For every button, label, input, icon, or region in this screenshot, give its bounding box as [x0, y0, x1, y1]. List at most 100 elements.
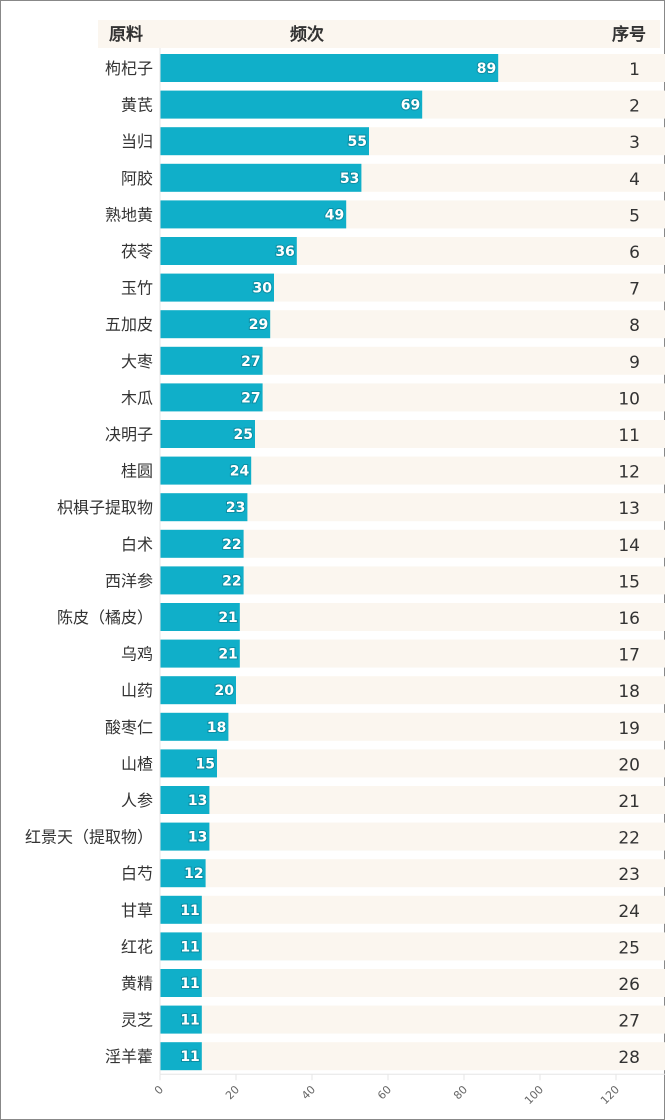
table-header	[98, 20, 660, 48]
rank-label: 7	[629, 280, 640, 300]
rank-label: 18	[618, 682, 640, 702]
data-label: 36	[275, 244, 294, 260]
bar	[160, 676, 236, 705]
row-background	[160, 1005, 665, 1034]
row-background	[160, 786, 665, 814]
row-background	[160, 859, 665, 888]
data-label: 11	[180, 1049, 199, 1065]
category-label: 桂圆	[121, 462, 153, 481]
rank-label: 15	[618, 572, 640, 592]
rank-label: 6	[629, 243, 640, 263]
row-background	[160, 603, 665, 631]
rank-label: 2	[629, 97, 640, 117]
rank-label: 9	[629, 353, 640, 373]
data-label: 21	[218, 610, 237, 626]
bar	[160, 54, 499, 82]
data-label: 49	[325, 207, 344, 223]
x-tick-label: 120	[598, 1083, 622, 1107]
rank-label: 3	[629, 133, 640, 153]
bar	[160, 859, 206, 888]
category-label: 陈皮（橘皮）	[57, 608, 153, 627]
data-label: 22	[222, 573, 241, 589]
x-tick-label: 100	[522, 1083, 546, 1107]
bar	[160, 346, 263, 375]
category-label: 枳椇子提取物	[57, 498, 153, 517]
rank-label: 5	[629, 206, 640, 226]
row-background	[160, 969, 665, 997]
row-background	[160, 529, 665, 558]
category-label: 甘草	[121, 901, 153, 920]
category-label: 阿胶	[121, 169, 153, 188]
data-label: 11	[180, 903, 199, 919]
data-label: 11	[180, 939, 199, 955]
category-label: 西洋参	[105, 571, 153, 590]
bar	[160, 932, 202, 961]
rank-label: 21	[618, 792, 640, 812]
category-label: 酸枣仁	[105, 718, 153, 737]
row-background	[160, 676, 665, 705]
row-background	[160, 1042, 665, 1071]
rank-label: 27	[618, 1012, 640, 1032]
header-material: 原料	[109, 25, 143, 45]
rank-label: 1	[629, 60, 640, 80]
data-label: 30	[253, 281, 273, 297]
data-label: 25	[234, 427, 253, 443]
x-tick-label: 40	[299, 1083, 318, 1102]
row-background	[160, 895, 665, 924]
data-label: 29	[249, 317, 268, 333]
bar	[160, 712, 229, 741]
rank-label: 13	[618, 499, 640, 519]
data-label: 23	[226, 500, 245, 516]
row-background	[160, 932, 665, 961]
data-label: 21	[218, 647, 237, 663]
rank-label: 23	[618, 865, 640, 885]
data-label: 11	[180, 1013, 199, 1029]
bar	[160, 822, 210, 851]
data-label: 27	[241, 354, 260, 370]
rank-label: 11	[618, 426, 640, 446]
data-label: 69	[401, 98, 420, 114]
rank-label: 17	[618, 646, 640, 666]
row-background	[160, 566, 665, 595]
category-label: 白术	[121, 535, 153, 554]
data-label: 89	[477, 61, 496, 77]
rank-label: 26	[618, 975, 640, 995]
bar	[160, 603, 240, 631]
category-label: 大枣	[121, 352, 153, 371]
rank-label: 20	[618, 755, 640, 775]
category-label: 乌鸡	[121, 645, 153, 664]
data-label: 22	[222, 537, 241, 553]
category-label: 木瓜	[121, 388, 153, 407]
data-label: 15	[196, 756, 215, 772]
category-label: 山楂	[121, 754, 153, 773]
bar	[160, 200, 347, 229]
category-label: 决明子	[105, 425, 153, 444]
category-label: 淫羊藿	[105, 1047, 153, 1066]
rank-label: 28	[618, 1048, 640, 1068]
header-index: 序号	[612, 25, 646, 45]
category-label: 山药	[121, 681, 153, 700]
x-tick-label: 80	[451, 1083, 470, 1102]
bar	[160, 786, 210, 814]
bar	[160, 1042, 202, 1071]
bar	[160, 127, 369, 156]
data-label: 27	[241, 390, 260, 406]
bar	[160, 566, 244, 595]
category-label: 黄芪	[121, 96, 153, 115]
data-label: 53	[340, 171, 359, 187]
category-label: 灵芝	[121, 1011, 153, 1030]
data-label: 18	[207, 720, 226, 736]
data-label: 24	[230, 464, 250, 480]
bar	[160, 969, 202, 997]
rank-label: 19	[618, 719, 640, 739]
x-tick-label: 0	[152, 1083, 166, 1097]
category-label: 玉竹	[121, 279, 153, 298]
category-label: 黄精	[121, 974, 153, 993]
data-label: 20	[215, 683, 235, 699]
data-label: 13	[188, 830, 207, 846]
category-label: 红花	[121, 937, 153, 956]
bar	[160, 310, 271, 339]
bar	[160, 529, 244, 558]
rank-label: 16	[618, 609, 640, 629]
rank-label: 22	[618, 829, 640, 849]
